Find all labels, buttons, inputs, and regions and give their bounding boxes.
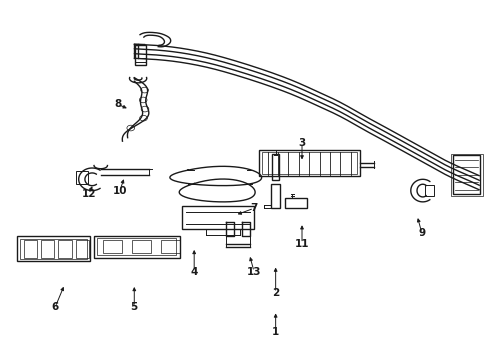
Text: 3: 3 <box>298 138 305 148</box>
Bar <box>270 184 280 208</box>
Bar <box>424 185 433 196</box>
Text: 8: 8 <box>114 99 121 109</box>
Bar <box>76 240 89 258</box>
Bar <box>182 207 254 229</box>
Text: 10: 10 <box>112 186 127 195</box>
Text: 1: 1 <box>271 327 279 337</box>
Text: 4: 4 <box>190 267 198 277</box>
Bar <box>452 155 479 194</box>
Text: 12: 12 <box>81 189 96 199</box>
Text: 11: 11 <box>294 239 308 248</box>
Text: 6: 6 <box>51 302 59 312</box>
Bar <box>135 45 145 66</box>
Bar <box>132 240 151 253</box>
Text: 7: 7 <box>250 203 257 213</box>
Text: 13: 13 <box>246 267 261 277</box>
Bar <box>103 240 122 253</box>
Bar <box>58 240 72 258</box>
Bar <box>76 171 88 184</box>
Bar <box>261 152 356 174</box>
Text: 2: 2 <box>271 288 279 298</box>
Bar <box>20 239 87 259</box>
Bar <box>271 154 279 180</box>
Bar <box>23 240 37 258</box>
Bar <box>449 154 482 196</box>
Bar <box>285 198 306 208</box>
Bar <box>258 150 359 176</box>
Text: 5: 5 <box>130 302 138 312</box>
Bar <box>97 238 176 255</box>
Bar <box>41 240 54 258</box>
Bar <box>17 237 90 261</box>
Bar <box>93 236 180 258</box>
Bar <box>160 240 180 253</box>
Text: 9: 9 <box>417 228 425 238</box>
